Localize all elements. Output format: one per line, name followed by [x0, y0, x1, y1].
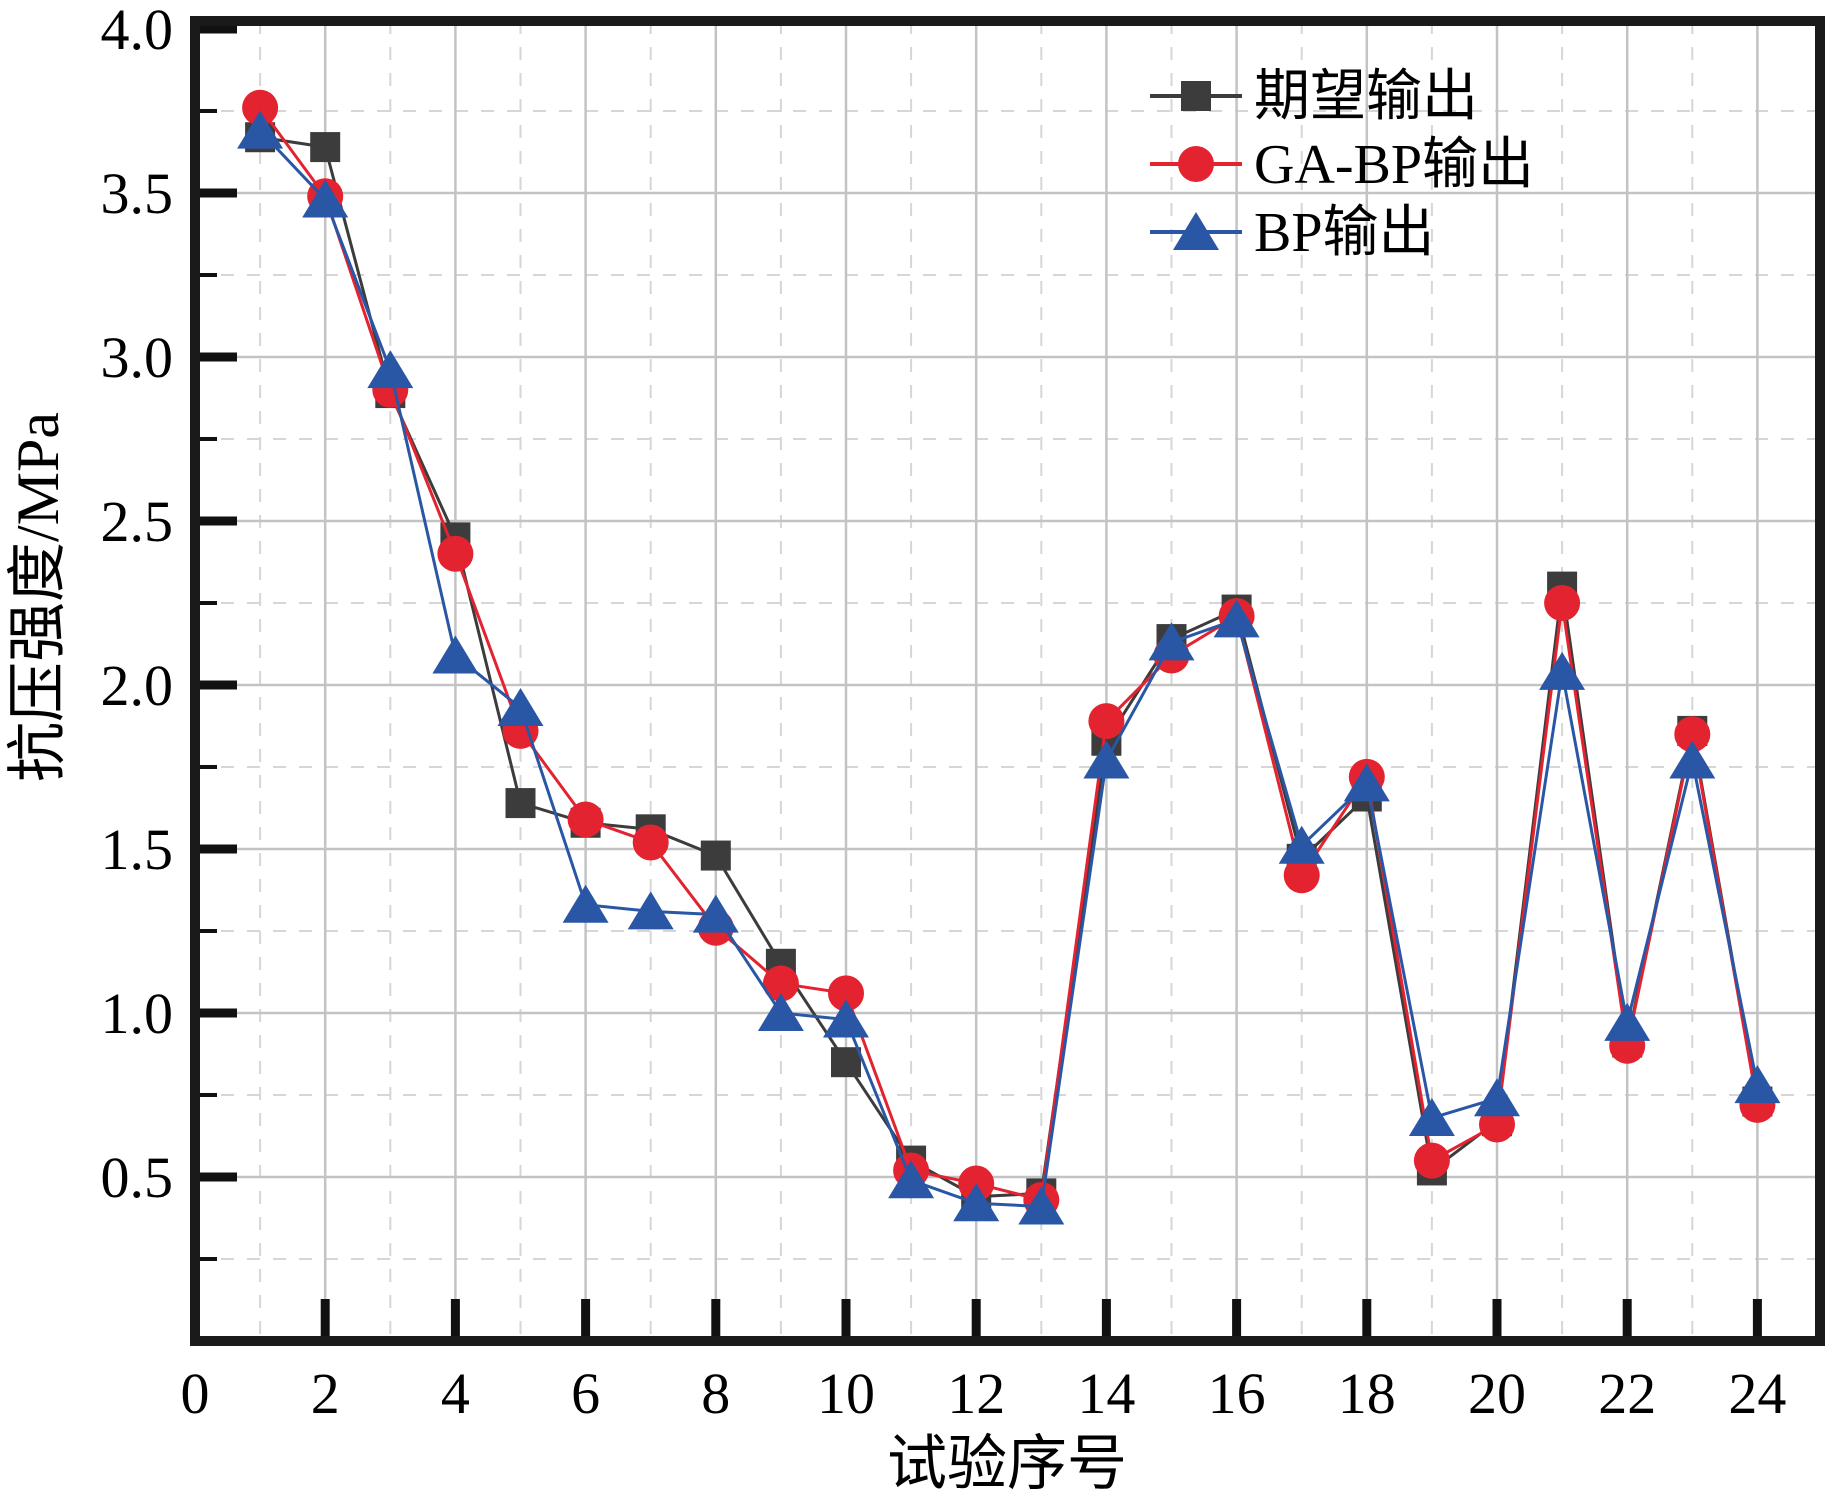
- x-tick-label: 14: [1077, 1361, 1135, 1426]
- data-point-marker: [1669, 740, 1716, 779]
- y-axis-title: 抗压强度/MPa: [5, 412, 71, 782]
- data-point-marker: [762, 965, 799, 1002]
- legend-circle-marker: [1178, 146, 1214, 182]
- y-tick-label: 2.5: [101, 489, 174, 554]
- legend-label: GA-BP输出: [1254, 134, 1534, 196]
- legend-item: BP输出: [1150, 202, 1435, 264]
- data-point-marker: [237, 110, 284, 149]
- series-triangle: [237, 110, 1781, 1225]
- data-point-marker: [242, 89, 279, 126]
- tick-layer: [190, 24, 1762, 1341]
- series-line: [258, 106, 1759, 1202]
- data-point-marker: [1343, 763, 1390, 802]
- data-point-marker: [828, 975, 864, 1012]
- data-point-marker: [437, 535, 474, 572]
- x-tick-label: 2: [311, 1361, 340, 1426]
- y-tick-label: 0.5: [101, 1145, 174, 1210]
- data-point-marker: [1083, 740, 1130, 779]
- data-point-marker: [567, 801, 604, 838]
- x-tick-label: 4: [441, 1361, 470, 1426]
- data-point-marker: [562, 884, 609, 923]
- legend-label: 期望输出: [1254, 66, 1478, 128]
- x-tick-label: 16: [1208, 1361, 1266, 1426]
- data-point-marker: [1408, 1097, 1455, 1136]
- x-tick-label: 10: [817, 1361, 875, 1426]
- data-point-marker: [757, 993, 804, 1031]
- data-point-marker: [627, 891, 674, 930]
- plot-frame: [190, 16, 1825, 1346]
- x-tick-label: 8: [701, 1361, 730, 1426]
- y-tick-label: 2.0: [101, 653, 174, 718]
- x-tick-label: 24: [1728, 1361, 1786, 1426]
- data-point-marker: [1474, 1078, 1520, 1117]
- data-point-marker: [1213, 599, 1260, 638]
- data-point-marker: [831, 1047, 861, 1078]
- data-point-marker: [310, 132, 341, 163]
- data-point-marker: [700, 840, 731, 871]
- data-point-marker: [367, 350, 414, 389]
- series-line: [259, 135, 1759, 1199]
- series-layer: [237, 89, 1781, 1225]
- y-tick-label: 4.0: [101, 0, 174, 62]
- data-point-marker: [302, 179, 349, 218]
- data-point-marker: [1413, 1142, 1450, 1179]
- data-point-marker: [632, 824, 669, 861]
- data-point-marker: [1278, 825, 1325, 864]
- data-point-marker: [1018, 1186, 1065, 1225]
- frame-layer: [190, 16, 1825, 1346]
- tick-label-layer: 0.51.01.52.02.53.03.54.00 2 4 6 8 10 12 14 16 18 2…: [101, 0, 1787, 1426]
- grid-layer: [195, 21, 1820, 1341]
- series-circle: [242, 89, 1776, 1218]
- x-tick-label: 6: [571, 1361, 600, 1426]
- series-line: [259, 129, 1759, 1209]
- data-point-marker: [1734, 1065, 1781, 1104]
- legend-item: GA-BP输出: [1150, 134, 1534, 196]
- data-point-marker: [497, 687, 544, 726]
- y-tick-label: 3.0: [101, 325, 174, 390]
- data-point-marker: [1544, 585, 1581, 621]
- data-point-marker: [1148, 622, 1195, 661]
- legend-label: BP输出: [1254, 202, 1435, 264]
- x-tick-label: 12: [947, 1361, 1005, 1426]
- x-tick-label: 22: [1598, 1361, 1656, 1426]
- x-tick-label: 20: [1468, 1361, 1526, 1426]
- data-point-marker: [1604, 1002, 1651, 1041]
- data-point-marker: [432, 635, 479, 674]
- data-point-marker: [1283, 857, 1320, 894]
- legend-triangle-marker: [1173, 212, 1219, 250]
- data-point-marker: [953, 1183, 1000, 1222]
- legend-item: 期望输出: [1150, 66, 1478, 128]
- data-point-marker: [888, 1160, 935, 1199]
- x-tick-label: 18: [1338, 1361, 1396, 1426]
- y-tick-label: 1.0: [101, 981, 174, 1046]
- data-point-marker: [1088, 703, 1125, 740]
- x-axis-title: 试验序号: [887, 1431, 1127, 1497]
- x-tick-label: 0: [181, 1361, 210, 1426]
- data-point-marker: [692, 894, 739, 933]
- data-point-marker: [1539, 651, 1586, 690]
- data-point-marker: [823, 999, 869, 1038]
- y-tick-label: 1.5: [101, 817, 174, 882]
- y-tick-label: 3.5: [101, 161, 174, 226]
- legend-square-marker: [1181, 81, 1211, 111]
- data-point-marker: [1674, 716, 1711, 753]
- data-point-marker: [505, 788, 536, 819]
